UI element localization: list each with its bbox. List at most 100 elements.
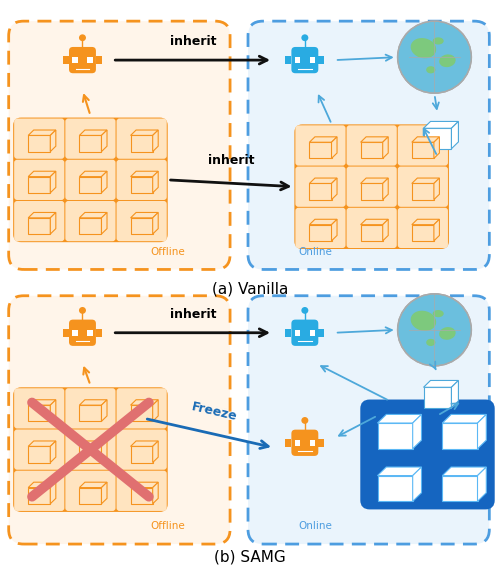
Polygon shape xyxy=(80,487,102,504)
FancyBboxPatch shape xyxy=(116,201,166,241)
Polygon shape xyxy=(130,441,158,447)
Polygon shape xyxy=(310,225,332,241)
Polygon shape xyxy=(378,475,412,501)
Polygon shape xyxy=(102,441,107,462)
Polygon shape xyxy=(130,482,158,487)
Bar xyxy=(88,58,92,63)
Bar xyxy=(96,329,102,337)
Polygon shape xyxy=(378,423,412,449)
Bar xyxy=(63,329,69,337)
Ellipse shape xyxy=(432,37,444,45)
Polygon shape xyxy=(80,218,102,234)
Polygon shape xyxy=(152,482,158,504)
Polygon shape xyxy=(50,400,56,421)
Bar xyxy=(294,440,300,446)
Polygon shape xyxy=(50,441,56,462)
Bar xyxy=(96,56,102,64)
Polygon shape xyxy=(360,219,388,225)
FancyBboxPatch shape xyxy=(346,125,397,166)
FancyBboxPatch shape xyxy=(248,21,490,269)
Polygon shape xyxy=(452,122,458,149)
Bar xyxy=(310,330,315,336)
Polygon shape xyxy=(50,130,56,152)
Circle shape xyxy=(302,417,308,424)
Ellipse shape xyxy=(439,327,456,340)
Polygon shape xyxy=(50,171,56,193)
Text: inherit: inherit xyxy=(170,308,217,321)
Polygon shape xyxy=(310,178,337,183)
Polygon shape xyxy=(310,219,337,225)
FancyBboxPatch shape xyxy=(66,388,116,428)
Polygon shape xyxy=(442,414,486,423)
FancyBboxPatch shape xyxy=(8,296,230,544)
Polygon shape xyxy=(80,171,107,177)
Text: Offline: Offline xyxy=(150,521,186,531)
FancyBboxPatch shape xyxy=(66,201,116,241)
Bar xyxy=(318,56,324,64)
FancyBboxPatch shape xyxy=(66,118,116,159)
Polygon shape xyxy=(130,212,158,218)
Polygon shape xyxy=(80,177,102,193)
FancyBboxPatch shape xyxy=(14,201,64,241)
Polygon shape xyxy=(102,212,107,234)
Polygon shape xyxy=(360,225,382,241)
Polygon shape xyxy=(80,400,107,405)
FancyBboxPatch shape xyxy=(362,401,494,508)
Polygon shape xyxy=(102,400,107,421)
FancyBboxPatch shape xyxy=(8,21,230,269)
Bar xyxy=(310,440,315,446)
FancyBboxPatch shape xyxy=(69,320,96,346)
Ellipse shape xyxy=(426,66,436,74)
Polygon shape xyxy=(442,475,478,501)
Text: Online: Online xyxy=(298,521,332,531)
Polygon shape xyxy=(28,212,56,218)
Polygon shape xyxy=(332,178,337,200)
FancyBboxPatch shape xyxy=(116,160,166,200)
Polygon shape xyxy=(442,467,486,475)
Polygon shape xyxy=(80,447,102,462)
Polygon shape xyxy=(424,128,452,149)
Bar xyxy=(318,329,324,337)
Polygon shape xyxy=(360,142,382,158)
FancyBboxPatch shape xyxy=(292,47,318,73)
Polygon shape xyxy=(130,400,158,405)
Polygon shape xyxy=(80,130,107,135)
Text: inherit: inherit xyxy=(170,36,217,49)
FancyBboxPatch shape xyxy=(13,118,168,242)
FancyBboxPatch shape xyxy=(292,320,318,346)
Polygon shape xyxy=(378,414,422,423)
FancyBboxPatch shape xyxy=(116,471,166,511)
Polygon shape xyxy=(434,178,440,200)
Ellipse shape xyxy=(410,311,436,331)
Text: Freeze: Freeze xyxy=(190,400,238,423)
FancyBboxPatch shape xyxy=(69,47,96,73)
Polygon shape xyxy=(130,405,152,421)
Polygon shape xyxy=(28,441,56,447)
Polygon shape xyxy=(130,135,152,152)
Polygon shape xyxy=(80,135,102,152)
Bar xyxy=(88,330,92,336)
Polygon shape xyxy=(434,137,440,158)
Polygon shape xyxy=(360,178,388,183)
FancyBboxPatch shape xyxy=(292,430,318,456)
FancyBboxPatch shape xyxy=(346,166,397,207)
Bar xyxy=(294,58,300,63)
Circle shape xyxy=(398,294,471,366)
Polygon shape xyxy=(102,171,107,193)
Polygon shape xyxy=(382,219,388,241)
Polygon shape xyxy=(434,219,440,241)
Polygon shape xyxy=(412,467,422,501)
FancyBboxPatch shape xyxy=(296,208,346,248)
Polygon shape xyxy=(50,212,56,234)
Bar xyxy=(318,439,324,447)
FancyBboxPatch shape xyxy=(116,388,166,428)
Bar xyxy=(286,56,292,64)
Polygon shape xyxy=(152,400,158,421)
FancyBboxPatch shape xyxy=(66,160,116,200)
FancyBboxPatch shape xyxy=(13,387,168,512)
Polygon shape xyxy=(412,225,434,241)
Bar xyxy=(286,439,292,447)
Polygon shape xyxy=(28,487,50,504)
Polygon shape xyxy=(412,219,440,225)
Polygon shape xyxy=(412,137,440,142)
